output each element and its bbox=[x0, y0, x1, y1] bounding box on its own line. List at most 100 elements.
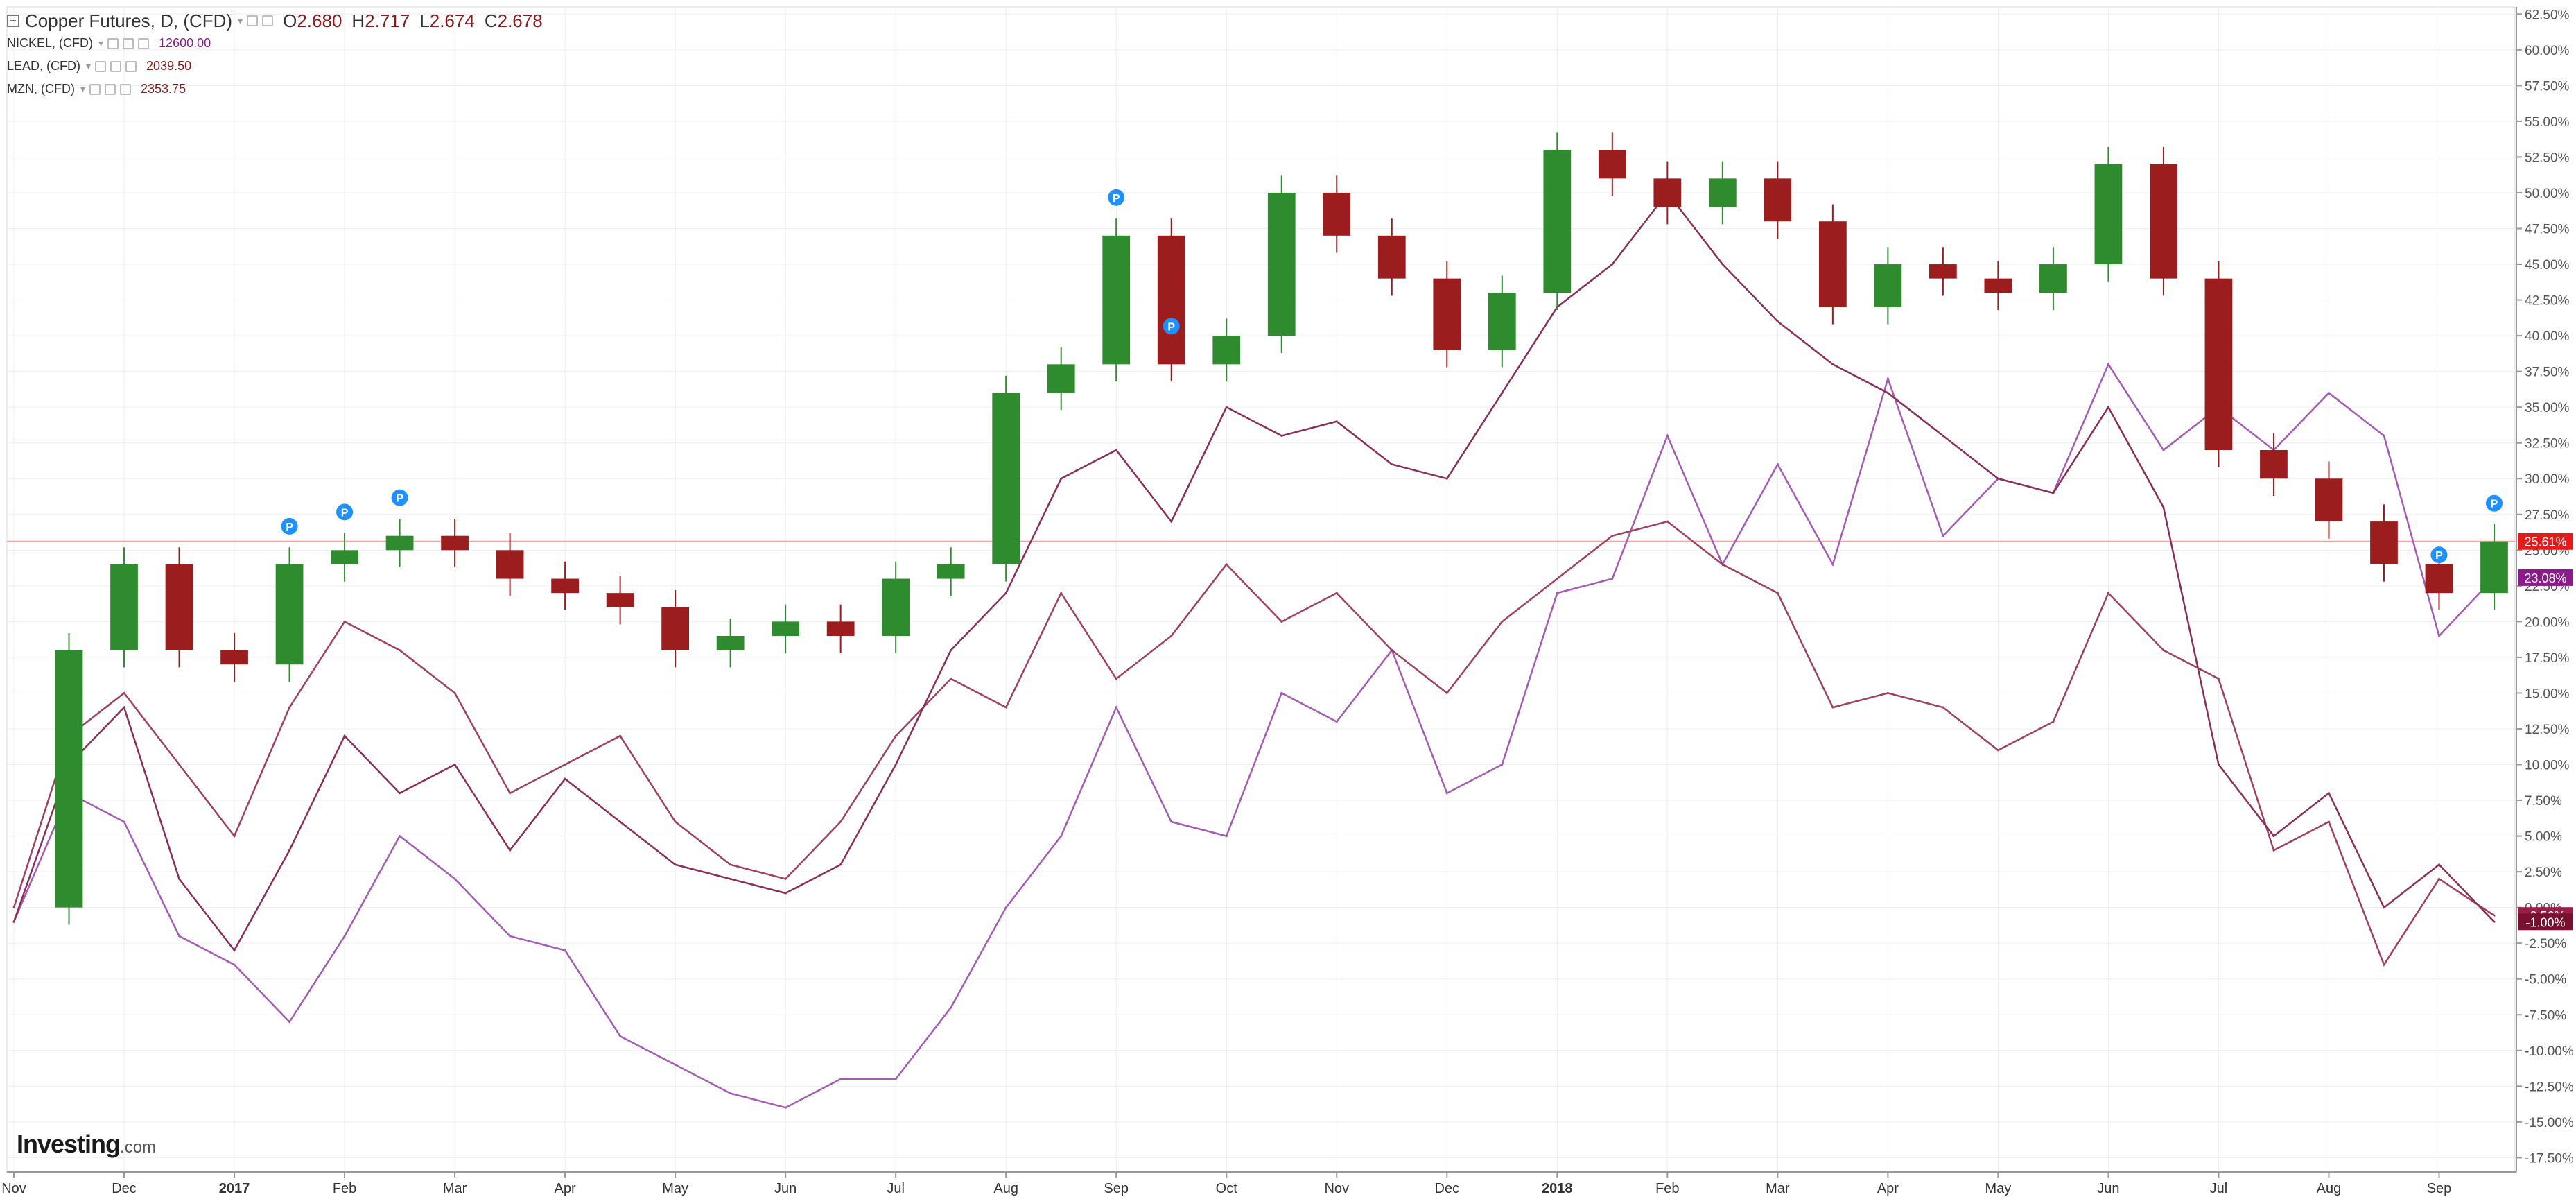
y-tick-label: 32.50% bbox=[2525, 437, 2570, 451]
line-point bbox=[509, 792, 512, 795]
line-point bbox=[233, 835, 236, 838]
line-point bbox=[1776, 592, 1779, 594]
p-marker-label: P bbox=[1113, 193, 1120, 205]
line-point bbox=[2162, 649, 2165, 652]
candle-body bbox=[992, 393, 1020, 564]
lead-line bbox=[12, 520, 2495, 967]
collapse-icon[interactable] bbox=[7, 15, 19, 27]
line-point bbox=[1942, 535, 1944, 537]
candle-body bbox=[331, 550, 358, 564]
legend-series-row[interactable]: NICKEL, (CFD) ▾ 12600.00 bbox=[7, 32, 543, 55]
line-point bbox=[1611, 578, 1614, 580]
line-point bbox=[2052, 492, 2055, 494]
line-point bbox=[564, 777, 566, 780]
line-point bbox=[2493, 920, 2496, 923]
line-point bbox=[619, 820, 622, 823]
eye-icon[interactable] bbox=[95, 60, 107, 72]
p-marker-icon bbox=[1108, 189, 1125, 206]
line-point bbox=[2493, 914, 2496, 917]
chevron-down-icon[interactable]: ▾ bbox=[86, 60, 92, 71]
legend-main-row[interactable]: Copper Futures, D, (CFD) ▾ O 2.680 H 2.717… bbox=[7, 10, 543, 32]
candle-body bbox=[1488, 293, 1516, 350]
line-point bbox=[343, 734, 346, 737]
candle-body bbox=[2315, 478, 2343, 522]
line-point bbox=[1060, 477, 1063, 480]
line-point bbox=[729, 877, 732, 880]
candle-body bbox=[1874, 264, 1902, 307]
close-icon[interactable] bbox=[125, 60, 137, 72]
line-point bbox=[123, 820, 125, 823]
line-point bbox=[1060, 835, 1063, 838]
settings-icon[interactable] bbox=[123, 37, 134, 49]
p-marker-icon bbox=[1163, 318, 1180, 335]
candle-body bbox=[275, 564, 304, 665]
settings-icon[interactable] bbox=[247, 15, 259, 26]
close-icon[interactable] bbox=[120, 83, 132, 95]
line-point bbox=[784, 892, 787, 895]
line-point bbox=[839, 1078, 842, 1080]
line-point bbox=[2272, 835, 2275, 838]
settings-icon[interactable] bbox=[110, 60, 122, 72]
candle-body bbox=[1323, 192, 1351, 236]
visibility-icon[interactable] bbox=[262, 15, 274, 26]
p-marker-icon bbox=[2430, 546, 2448, 564]
settings-icon[interactable] bbox=[105, 83, 116, 95]
line-point bbox=[1225, 406, 1228, 408]
ohlc-high-key: H bbox=[351, 10, 365, 31]
chevron-down-icon[interactable]: ▾ bbox=[80, 83, 86, 94]
y-tick-label: 37.50% bbox=[2525, 365, 2570, 380]
legend-series-row[interactable]: LEAD, (CFD) ▾ 2039.50 bbox=[7, 55, 543, 78]
x-tick-label: Apr bbox=[1877, 1181, 1899, 1196]
x-tick-label: Jun bbox=[2097, 1181, 2119, 1196]
line-point bbox=[343, 620, 346, 623]
x-tick-label: Oct bbox=[1216, 1181, 1238, 1196]
line-point bbox=[1115, 449, 1117, 451]
candle-body bbox=[661, 607, 690, 650]
brand-logo[interactable]: Investing.com bbox=[17, 1130, 156, 1159]
line-point bbox=[950, 649, 952, 652]
y-tick-label: 15.00% bbox=[2525, 687, 2570, 701]
y-tick-label: 60.00% bbox=[2525, 44, 2570, 58]
line-point bbox=[1556, 592, 1558, 594]
chevron-down-icon[interactable]: ▾ bbox=[98, 37, 104, 49]
candle-body bbox=[551, 578, 579, 594]
eye-icon[interactable] bbox=[107, 37, 119, 49]
y-tick-label: 10.00% bbox=[2525, 759, 2570, 773]
close-icon[interactable] bbox=[138, 37, 150, 49]
line-point bbox=[343, 935, 346, 938]
candle-body bbox=[165, 564, 193, 650]
brand-name: Investing bbox=[17, 1130, 121, 1158]
y-tick-label: 52.50% bbox=[2525, 150, 2570, 165]
line-point bbox=[1445, 691, 1448, 694]
candle-body bbox=[385, 535, 414, 551]
x-tick-label: Sep bbox=[1104, 1181, 1129, 1196]
candle-body bbox=[1157, 235, 1185, 365]
line-point bbox=[233, 949, 236, 951]
line-point bbox=[288, 1021, 291, 1024]
p-marker-icon bbox=[2486, 494, 2503, 512]
line-point bbox=[1996, 749, 1999, 752]
last-value-label: 25.61% bbox=[2524, 535, 2566, 549]
line-point bbox=[12, 906, 15, 909]
line-point bbox=[784, 877, 787, 880]
eye-icon[interactable] bbox=[89, 83, 101, 95]
line-point bbox=[233, 963, 236, 966]
line-point bbox=[2217, 764, 2220, 766]
x-tick-label: Feb bbox=[333, 1181, 356, 1196]
candle-body bbox=[826, 621, 855, 636]
line-point bbox=[399, 835, 401, 838]
candle-body bbox=[2260, 450, 2288, 479]
x-tick-label: May bbox=[1985, 1181, 2012, 1196]
line-point bbox=[1335, 592, 1338, 594]
ohlc-close-value: 2.678 bbox=[497, 10, 543, 31]
x-tick-label: Jul bbox=[887, 1181, 905, 1196]
line-point bbox=[2162, 506, 2165, 508]
x-tick-label: 2017 bbox=[219, 1181, 250, 1196]
line-point bbox=[1886, 691, 1889, 694]
legend-series-row[interactable]: MZN, (CFD) ▾ 2353.75 bbox=[7, 78, 543, 101]
line-point bbox=[2383, 434, 2385, 437]
chevron-down-icon[interactable]: ▾ bbox=[238, 15, 243, 26]
